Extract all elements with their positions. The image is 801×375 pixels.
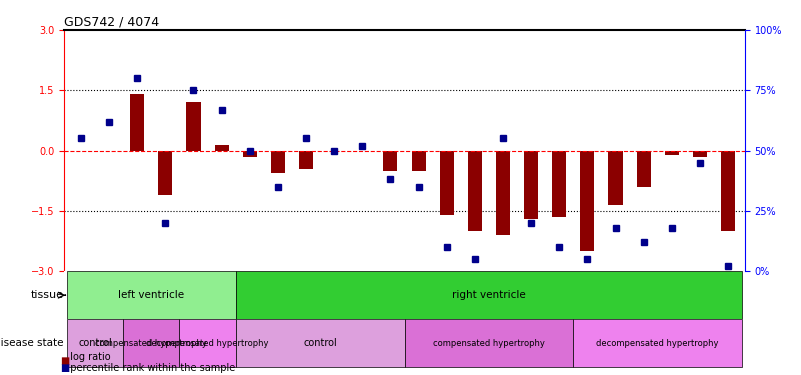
FancyBboxPatch shape — [67, 271, 235, 319]
Bar — [243, 150, 257, 157]
FancyBboxPatch shape — [123, 319, 179, 368]
Bar — [468, 150, 482, 231]
Bar — [440, 150, 453, 215]
Text: GSM28421: GSM28421 — [494, 322, 503, 363]
Text: GSM28431: GSM28431 — [269, 322, 278, 363]
Bar — [187, 102, 200, 150]
Text: GSM28434: GSM28434 — [353, 322, 362, 363]
Text: GSM28433: GSM28433 — [325, 322, 334, 363]
Text: GSM28435: GSM28435 — [381, 322, 390, 363]
Bar — [384, 150, 397, 171]
Text: GSM28692: GSM28692 — [100, 322, 109, 363]
Text: ■: ■ — [60, 363, 70, 373]
Text: GSM28419: GSM28419 — [437, 322, 447, 363]
Text: tissue: tissue — [30, 290, 63, 300]
Text: compensated hypertrophy: compensated hypertrophy — [95, 339, 207, 348]
Bar — [412, 150, 425, 171]
Bar — [215, 144, 228, 150]
Text: GSM28427: GSM28427 — [662, 322, 672, 363]
FancyBboxPatch shape — [574, 319, 742, 368]
FancyBboxPatch shape — [235, 271, 742, 319]
Text: GDS742 / 4074: GDS742 / 4074 — [64, 16, 159, 29]
Text: decompensated hypertrophy: decompensated hypertrophy — [147, 339, 269, 348]
Text: GSM28426: GSM28426 — [634, 322, 644, 363]
Text: right ventricle: right ventricle — [452, 290, 525, 300]
Text: GSM28689: GSM28689 — [184, 322, 194, 363]
Text: GSM28691: GSM28691 — [72, 322, 81, 363]
Text: control: control — [78, 338, 112, 348]
Bar — [721, 150, 735, 231]
Text: compensated hypertrophy: compensated hypertrophy — [433, 339, 545, 348]
Text: GSM28432: GSM28432 — [297, 322, 306, 363]
Text: disease state: disease state — [0, 338, 63, 348]
Text: GSM28425: GSM28425 — [606, 322, 615, 363]
Text: GSM28428: GSM28428 — [691, 322, 700, 363]
Bar — [159, 150, 172, 195]
Bar — [299, 150, 313, 169]
Bar — [552, 150, 566, 217]
Text: GSM28424: GSM28424 — [578, 322, 587, 363]
Text: GSM28423: GSM28423 — [550, 322, 559, 363]
Bar — [581, 150, 594, 251]
FancyBboxPatch shape — [67, 319, 123, 368]
Text: decompensated hypertrophy: decompensated hypertrophy — [597, 339, 719, 348]
Text: GSM28422: GSM28422 — [522, 322, 531, 363]
FancyBboxPatch shape — [235, 319, 405, 368]
Bar — [665, 150, 678, 154]
Bar — [693, 150, 707, 157]
Bar — [609, 150, 622, 205]
Text: GSM28420: GSM28420 — [466, 322, 475, 363]
Text: GSM28690: GSM28690 — [212, 322, 222, 363]
Text: GSM28687: GSM28687 — [128, 322, 137, 363]
Text: control: control — [304, 338, 337, 348]
FancyBboxPatch shape — [405, 319, 574, 368]
Text: left ventricle: left ventricle — [119, 290, 184, 300]
Bar — [131, 94, 144, 150]
FancyBboxPatch shape — [179, 319, 235, 368]
Bar — [524, 150, 538, 219]
Text: GSM28418: GSM28418 — [409, 322, 419, 363]
Text: GSM28430: GSM28430 — [241, 322, 250, 363]
Text: log ratio
  percentile rank within the sample: log ratio percentile rank within the sam… — [64, 351, 235, 373]
Bar — [637, 150, 650, 187]
Bar — [271, 150, 285, 172]
Bar — [496, 150, 510, 235]
Text: ■: ■ — [60, 356, 70, 366]
Text: GSM28429: GSM28429 — [719, 322, 728, 363]
Text: GSM28688: GSM28688 — [156, 322, 165, 363]
